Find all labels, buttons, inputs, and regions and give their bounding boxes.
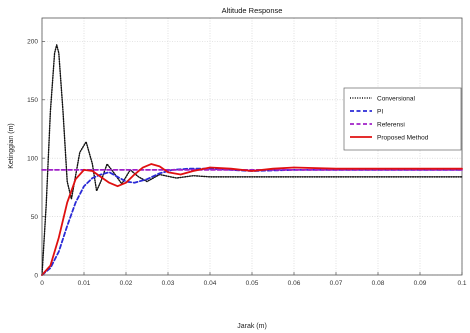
y-tick-label: 150 <box>27 97 38 104</box>
y-tick-label: 200 <box>27 39 38 46</box>
x-tick-label: 0.07 <box>330 280 343 287</box>
legend-entry: Referensi <box>377 121 405 128</box>
series-line-proposed-method <box>41 163 463 276</box>
x-tick-label: 0 <box>40 280 44 287</box>
x-tick-label: 0.05 <box>246 280 259 287</box>
y-axis-label: Ketinggian (m) <box>8 123 15 169</box>
x-tick-label: 0.1 <box>457 280 466 287</box>
x-axis-label: Jarak (m) <box>237 323 267 330</box>
x-tick-label: 0.08 <box>372 280 385 287</box>
x-tick-label: 0.01 <box>78 280 91 287</box>
legend-entry: Proposed Method <box>377 134 429 141</box>
y-tick-label: 0 <box>34 272 38 279</box>
series-line-pi <box>41 167 463 276</box>
series-line-conversional <box>41 44 463 276</box>
x-tick-label: 0.06 <box>288 280 301 287</box>
x-tick-label: 0.09 <box>414 280 427 287</box>
x-tick-label: 0.02 <box>120 280 133 287</box>
legend-box <box>343 87 462 151</box>
x-axis-ticks: 0 0.01 0.02 0.03 0.04 0.05 0.06 0.07 0.08 0.09 0.1 <box>40 272 467 287</box>
x-tick-label: 0.03 <box>162 280 175 287</box>
legend: Conversional PI Referensi Proposed Method <box>343 87 462 151</box>
legend-entry: Conversional <box>377 95 415 102</box>
chart-title: Altitude Response <box>222 6 283 15</box>
x-tick-label: 0.04 <box>204 280 217 287</box>
legend-entry: PI <box>377 108 383 115</box>
series-layer <box>41 44 463 276</box>
y-axis-ticks: 0 50 100 150 200 <box>27 39 45 279</box>
y-tick-label: 50 <box>31 214 39 221</box>
y-tick-label: 100 <box>27 155 38 162</box>
